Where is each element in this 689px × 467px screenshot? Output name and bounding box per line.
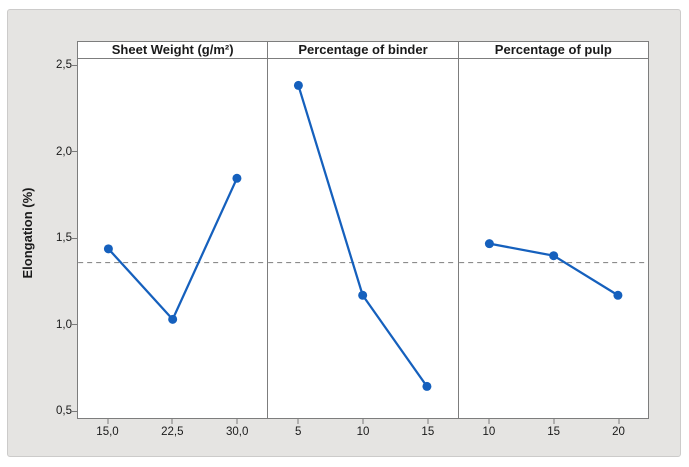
x-tick-mark [297,419,299,424]
x-tick-label: 10 [356,426,370,438]
x-tick-label: 20 [612,426,625,438]
panel-header: Sheet Weight (g/m²) [78,42,268,59]
panels-row: Sheet Weight (g/m²) Percentage of binder… [77,41,649,419]
line-series-chart [458,239,648,300]
panel-plot-area [78,59,268,418]
x-tick-mark [236,419,238,424]
x-tick-mark [427,419,429,424]
y-tick-mark [71,151,77,152]
x-tick-label: 5 [294,426,302,438]
x-axis-panel-percentage-binder: 5 10 15 [268,419,459,449]
x-tick-label: 30,0 [225,426,249,438]
panel-plot-area [458,59,648,418]
x-tick-mark [618,419,619,424]
data-point-marker [613,290,623,300]
data-point-marker [294,80,304,90]
y-tick-mark [71,238,77,239]
data-point-marker [232,173,242,183]
line-series-chart [268,80,458,391]
x-tick-mark [171,419,173,424]
y-tick-label: 1,5 [56,232,72,244]
y-tick-label: 2,0 [56,146,72,158]
data-point-marker [484,239,494,249]
x-axis-panel-sheet-weight: 15,0 22,5 30,0 [77,419,268,449]
x-axis-row: 15,0 22,5 30,0 5 10 15 10 15 20 [77,419,649,449]
panel-header: Percentage of binder [268,42,458,59]
panel-plot-area [268,59,458,418]
data-point-marker [358,290,368,300]
data-point-marker [168,314,178,324]
x-tick-label: 15 [421,426,435,438]
effects-line [297,85,429,388]
x-tick-label: 10 [482,426,496,438]
line-series-chart [78,173,268,324]
x-tick-label: 15 [547,426,561,438]
y-tick-label: 1,0 [56,319,72,331]
x-tick-mark [488,419,490,424]
x-tick-mark [107,419,108,424]
y-tick-mark [71,324,77,325]
panel-percentage-binder: Percentage of binder [267,42,458,418]
x-axis-panel-percentage-pulp: 10 15 20 [458,419,649,449]
y-tick-mark [71,411,77,412]
panel-sheet-weight: Sheet Weight (g/m²) [78,42,268,418]
y-tick-label: 2,5 [56,59,72,71]
x-tick-mark [553,419,555,424]
panel-header: Percentage of pulp [458,42,648,59]
data-point-marker [548,251,558,261]
data-point-marker [103,244,113,254]
x-tick-label: 15,0 [96,426,119,438]
panel-percentage-pulp: Percentage of pulp [457,42,648,418]
y-tick-label: 0,5 [56,405,72,417]
x-tick-mark [362,419,364,424]
y-tick-mark [71,65,77,66]
x-tick-label: 22,5 [161,426,184,438]
effects-line [107,177,238,322]
data-point-marker [422,381,432,391]
